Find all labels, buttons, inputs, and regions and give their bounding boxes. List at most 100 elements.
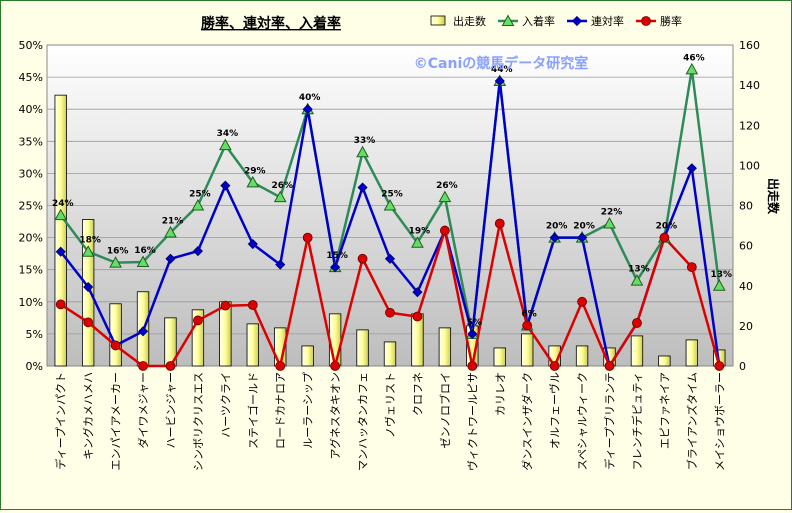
legend-swatch: [430, 15, 446, 26]
bar: [575, 345, 589, 367]
legend-label: 出走数: [453, 14, 486, 28]
x-tick-label: ゼンノロブロイ: [438, 372, 452, 448]
point: [577, 296, 587, 307]
point: [467, 328, 478, 339]
data-label: 13%: [711, 270, 733, 280]
point: [630, 274, 644, 286]
x-tick-label: ハーツクライ: [219, 372, 232, 438]
x-tick-label: ノヴェリスト: [383, 372, 397, 438]
x-tick-label: シンボリクリスエス: [192, 372, 205, 471]
point: [136, 255, 150, 267]
point: [383, 198, 397, 211]
legend-marker: [641, 16, 651, 26]
point: [165, 253, 176, 264]
y2-tick-label: 80: [739, 200, 753, 213]
x-tick-label: エンパイアメーカー: [110, 372, 123, 470]
point: [164, 225, 177, 238]
y-tick-label: 10%: [19, 296, 43, 309]
legend-marker: [571, 15, 583, 27]
bar: [630, 335, 644, 367]
point: [357, 253, 368, 264]
bar: [438, 327, 452, 367]
bar: [383, 341, 397, 367]
x-tick-label: オルフェーヴル: [548, 372, 562, 449]
point: [686, 163, 697, 174]
data-label: 22%: [601, 207, 623, 217]
x-tick-label: ダイワメジャー: [136, 372, 150, 448]
watermark-text: ©Caniの競馬データ研究室: [414, 55, 589, 72]
point: [302, 232, 313, 243]
bar: [356, 329, 369, 367]
point: [685, 62, 699, 75]
x-tick-label: ハービンジャー: [164, 372, 177, 448]
point: [302, 104, 313, 115]
point: [712, 279, 726, 291]
y-tick-label: 40%: [19, 103, 43, 116]
data-label: 25%: [189, 190, 211, 200]
legend-label: 連対率: [591, 14, 624, 28]
bar: [301, 345, 314, 367]
bar: [521, 333, 534, 367]
y-tick-label: 30%: [19, 167, 43, 180]
point: [83, 281, 94, 293]
bar: [219, 301, 232, 367]
point: [357, 182, 368, 193]
data-label: 15%: [326, 251, 348, 261]
data-label: 20%: [546, 222, 568, 232]
point: [55, 246, 66, 257]
point: [220, 180, 231, 191]
point: [604, 361, 615, 371]
bar: [246, 323, 259, 367]
point: [356, 145, 369, 158]
x-tick-label: エピファネイア: [658, 372, 671, 449]
point: [412, 287, 423, 298]
point: [137, 326, 149, 337]
point: [330, 361, 341, 371]
point: [686, 262, 697, 273]
point: [191, 198, 205, 211]
point: [632, 318, 642, 328]
y2-axis-label: 出走数: [766, 178, 781, 215]
y-tick-label: 20%: [19, 232, 43, 245]
y-tick-label: 50%: [19, 39, 43, 52]
point: [577, 232, 588, 243]
point: [522, 320, 533, 331]
point: [549, 361, 560, 371]
y2-tick-label: 40: [739, 280, 753, 293]
point: [494, 218, 505, 229]
point: [714, 361, 725, 371]
data-label: 33%: [354, 136, 376, 146]
point: [219, 138, 232, 151]
x-tick-label: キングカメハメハ: [81, 372, 95, 460]
bar: [411, 313, 424, 367]
point: [81, 245, 95, 257]
point: [412, 311, 423, 322]
y-tick-label: 0%: [26, 360, 43, 373]
point: [494, 75, 505, 87]
gridlines: [47, 76, 733, 335]
data-labels: 24% 18% 16% 16% 21% 25% 34% 29% 26% 40% 15% 33% 25% 1…: [52, 53, 732, 328]
y2-tick-label: 60: [739, 240, 753, 253]
x-tick-label: カリレオ: [494, 372, 507, 416]
legend-marker: [501, 14, 515, 26]
data-label: 20%: [656, 222, 678, 232]
data-label: 34%: [217, 129, 239, 139]
y2-tick-label: 20: [739, 320, 753, 333]
x-tick-label: ディープブリランテ: [603, 372, 617, 470]
point: [165, 361, 176, 371]
data-label: 18%: [79, 236, 101, 246]
point: [110, 340, 121, 351]
y2-tick-label: 100: [739, 159, 760, 172]
data-label: 40%: [299, 93, 321, 103]
y-tick-label: 15%: [19, 264, 43, 277]
point: [275, 361, 286, 371]
point: [192, 246, 203, 257]
x-tick-label: ブライアンズタイム: [685, 372, 699, 470]
legend-label: 勝率: [660, 14, 682, 28]
data-label: 21%: [162, 216, 184, 226]
data-label: 16%: [134, 246, 156, 256]
point: [273, 190, 287, 203]
bar: [658, 355, 671, 367]
point: [438, 190, 452, 203]
